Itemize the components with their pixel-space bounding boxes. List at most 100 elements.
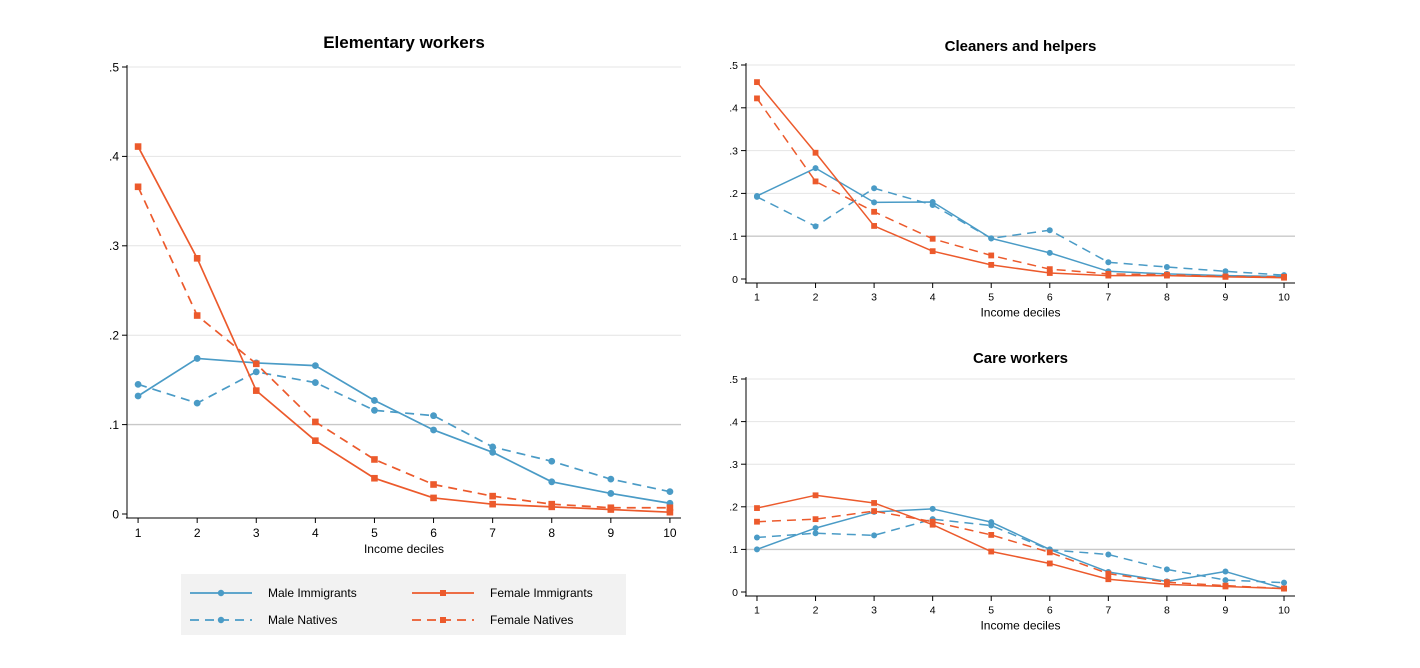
chart-title: Cleaners and helpers	[945, 38, 1097, 55]
x-tick-label: 8	[1164, 292, 1170, 304]
x-tick-label: 10	[663, 526, 677, 540]
y-tick-label: .3	[109, 239, 119, 253]
y-tick-label: .1	[729, 231, 738, 243]
y-tick-label: .3	[729, 459, 738, 471]
data-point	[929, 518, 936, 525]
data-point	[812, 530, 819, 537]
y-tick-label: 0	[732, 274, 738, 286]
data-point	[1046, 549, 1053, 556]
data-point	[871, 185, 878, 192]
series-female_natives	[754, 95, 1287, 280]
data-point	[548, 478, 556, 486]
data-point	[312, 418, 319, 426]
x-tick-label: 10	[1278, 292, 1290, 304]
data-point	[812, 223, 819, 230]
data-point	[193, 355, 201, 362]
data-point	[489, 500, 496, 508]
x-tick-label: 8	[548, 526, 555, 540]
data-point	[1163, 566, 1170, 573]
y-tick-label: .4	[729, 103, 738, 115]
x-tick-label: 5	[371, 526, 378, 540]
series-line	[137, 357, 671, 505]
x-tick-label: 9	[1223, 292, 1229, 304]
legend-swatch-marker	[440, 617, 446, 623]
data-point	[754, 95, 760, 102]
x-tick-label: 3	[871, 605, 877, 617]
legend-label: Female Immigrants	[490, 586, 593, 600]
y-tick-label: 0	[732, 587, 738, 599]
series-line	[756, 508, 1285, 590]
x-tick-label: 5	[988, 292, 994, 304]
x-tick-label: 1	[135, 526, 142, 540]
series-line	[756, 97, 1285, 278]
data-point	[252, 368, 260, 376]
y-tick-label: .2	[109, 329, 119, 343]
data-point	[988, 261, 995, 268]
data-point	[1163, 264, 1170, 271]
data-point	[812, 516, 819, 523]
data-point	[430, 412, 437, 420]
x-tick-label: 2	[813, 605, 819, 617]
data-point	[371, 474, 378, 482]
data-point	[753, 193, 760, 200]
x-tick-label: 2	[194, 526, 201, 540]
data-point	[988, 235, 995, 242]
data-point	[371, 406, 378, 414]
series-line	[137, 146, 670, 514]
series-line	[137, 371, 671, 493]
data-point	[1222, 577, 1229, 584]
data-point	[371, 456, 378, 463]
data-point	[607, 490, 615, 497]
x-tick-label: 4	[312, 526, 319, 540]
x-tick-label: 4	[930, 605, 936, 617]
data-point	[871, 532, 878, 539]
chart-cleaners: 0 .1 .2 .3 .4 .5 1 2 3 4 5 6 7 8 9 10 Income deciles Clea…	[729, 38, 1295, 320]
data-point	[134, 392, 142, 400]
x-tick-label: 5	[988, 605, 994, 617]
x-tick-label: 9	[607, 526, 614, 540]
data-point	[193, 399, 201, 407]
chart-care: 0 .1 .2 .3 .4 .5 1 2 3 4 5 6 7 8 9 10 Income deciles Care…	[729, 350, 1295, 633]
data-point	[1164, 271, 1170, 278]
data-point	[1046, 270, 1053, 276]
chart-elementary: 0 .1 .2 .3 .4 .5 1 2 3 4 5 6 7 8 9 10 Income deciles Elem…	[109, 33, 681, 556]
data-point	[1105, 576, 1112, 583]
data-point	[1105, 259, 1112, 266]
data-point	[489, 443, 497, 451]
series-line	[756, 167, 1285, 278]
data-point	[666, 504, 674, 512]
legend-swatch-marker	[217, 616, 225, 624]
x-tick-label: 7	[489, 526, 496, 540]
data-point	[193, 312, 201, 319]
data-point	[371, 397, 378, 404]
data-point	[607, 475, 615, 483]
data-point	[812, 165, 819, 172]
x-axis-title: Income deciles	[980, 619, 1060, 633]
y-tick-label: .5	[109, 60, 119, 74]
series-female_immigrants	[754, 492, 1287, 592]
y-tick-label: .2	[729, 188, 738, 200]
x-tick-label: 1	[754, 605, 760, 617]
x-axis-title: Income deciles	[364, 542, 444, 556]
data-point	[548, 500, 556, 508]
data-point	[489, 492, 496, 500]
legend-item-female_natives: Female Natives	[412, 613, 573, 627]
data-point	[871, 199, 878, 206]
x-tick-label: 10	[1278, 605, 1290, 617]
series-line	[756, 494, 1285, 590]
x-tick-label: 7	[1105, 292, 1111, 304]
data-point	[1164, 579, 1170, 586]
data-point	[1046, 560, 1053, 567]
data-point	[812, 149, 819, 156]
data-point	[134, 143, 142, 150]
series-female_immigrants	[134, 143, 674, 516]
data-point	[1046, 249, 1053, 256]
data-point	[988, 252, 995, 259]
data-point	[666, 488, 674, 496]
data-point	[929, 235, 936, 242]
data-point	[1046, 266, 1053, 273]
series-line	[756, 518, 1285, 584]
legend-label: Male Immigrants	[268, 586, 357, 600]
data-point	[1222, 568, 1229, 575]
data-point	[134, 183, 142, 191]
